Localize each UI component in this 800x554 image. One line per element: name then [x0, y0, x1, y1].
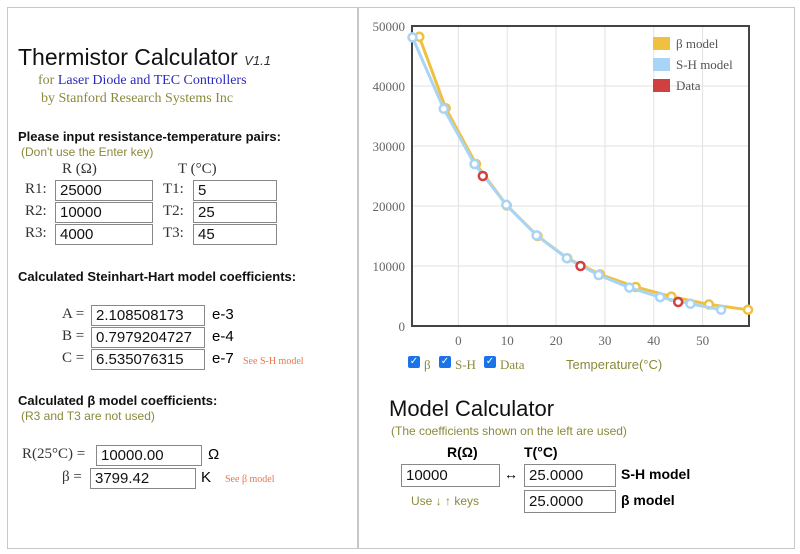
beta-note: (R3 and T3 are not used) — [21, 409, 155, 423]
inputs-heading: Please input resistance-temperature pair… — [18, 129, 281, 144]
right-panel — [357, 7, 795, 549]
r1-label: R1: — [25, 181, 47, 197]
t2-input[interactable] — [193, 202, 277, 223]
r3-input[interactable] — [55, 224, 153, 245]
coeff-b-label: B = — [62, 328, 85, 344]
calc-t-header: T(°C) — [524, 444, 558, 460]
subtitle: for Laser Diode and TEC Controllers — [38, 73, 247, 89]
sh-heading: Calculated Steinhart-Hart model coeffici… — [18, 269, 297, 284]
coeff-b-exponent: e-4 — [212, 328, 234, 345]
toggle-label: β — [424, 357, 431, 372]
calc-note: (The coefficients shown on the left are … — [391, 424, 627, 438]
calc-beta-t-input[interactable] — [524, 490, 616, 513]
keys-hint: Use ↓ ↑ keys — [411, 494, 480, 508]
calc-title: Model Calculator — [389, 396, 555, 421]
subtitle-for: for — [38, 73, 55, 88]
coeff-a-exponent: e-3 — [212, 306, 234, 323]
toggle-label: S-H — [455, 357, 476, 372]
version: V1.1 — [244, 53, 271, 68]
beta-label: β = — [62, 469, 82, 485]
see-beta-model-link[interactable]: See β model — [225, 474, 275, 485]
calc-r-input[interactable] — [401, 464, 500, 487]
title-text: Thermistor Calculator — [18, 44, 238, 70]
calc-sh-t-input[interactable] — [524, 464, 616, 487]
page-title: Thermistor Calculator V1.1 — [18, 44, 271, 71]
coeff-c-exponent: e-7 — [212, 350, 234, 367]
coeff-c-label: C = — [62, 350, 85, 366]
coeff-b-input[interactable]: 0.7979204727 — [91, 327, 205, 348]
r25-unit: Ω — [208, 446, 220, 463]
beta-unit: K — [201, 469, 212, 486]
left-panel — [7, 7, 359, 549]
x-axis-label: Temperature(°C) — [566, 357, 663, 372]
t2-label: T2: — [163, 203, 184, 219]
see-sh-model-link[interactable]: See S-H model — [243, 356, 304, 367]
r3-label: R3: — [25, 225, 47, 241]
r-header: R (Ω) — [62, 161, 97, 177]
toggle-1-checkbox[interactable]: ✓ — [439, 356, 451, 368]
byline: by Stanford Research Systems Inc — [41, 91, 234, 106]
r2-input[interactable] — [55, 202, 153, 223]
subtitle-link: Laser Diode and TEC Controllers — [57, 73, 247, 88]
r1-input[interactable] — [55, 180, 153, 201]
t1-label: T1: — [163, 181, 184, 197]
beta-input[interactable] — [90, 468, 196, 489]
coeff-a-label: A = — [62, 306, 85, 322]
toggle-2-checkbox[interactable]: ✓ — [484, 356, 496, 368]
calc-r-header: R(Ω) — [447, 444, 478, 460]
toggle-label: Data — [500, 357, 525, 372]
toggle-0-checkbox[interactable]: ✓ — [408, 356, 420, 368]
coeff-c-input[interactable]: 6.535076315 — [91, 349, 205, 370]
coeff-a-input[interactable]: 2.108508173 — [91, 305, 205, 326]
inputs-note: (Don't use the Enter key) — [21, 145, 154, 159]
t3-input[interactable] — [193, 224, 277, 245]
beta-model-label: β model — [621, 492, 675, 508]
r2-label: R2: — [25, 203, 47, 219]
r25-label: R(25°C) = — [22, 446, 86, 462]
t3-label: T3: — [163, 225, 184, 241]
t-header: T (°C) — [178, 161, 217, 177]
swap-arrow-icon: ↔ — [504, 466, 518, 482]
sh-model-label: S-H model — [621, 466, 691, 482]
beta-heading: Calculated β model coefficients: — [18, 393, 218, 408]
t1-input[interactable] — [193, 180, 277, 201]
r25-input[interactable] — [96, 445, 202, 466]
